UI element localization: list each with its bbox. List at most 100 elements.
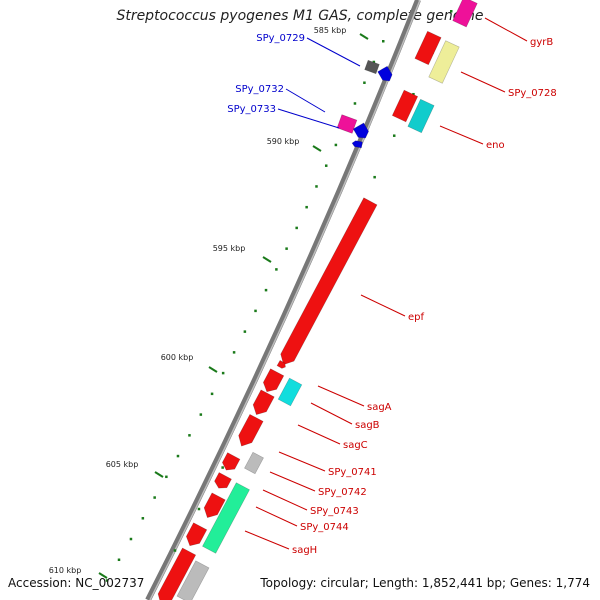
minor-tick — [254, 309, 257, 313]
minor-tick — [197, 507, 201, 511]
gene-eno-cyan — [407, 98, 435, 134]
gene-sagH-arrow — [185, 522, 208, 547]
gene-sagA-small-shape — [276, 359, 286, 369]
gene-label-spy_0743: SPy_0743 — [310, 506, 359, 517]
minor-tick — [141, 517, 145, 520]
gene-label-spy_0744: SPy_0744 — [300, 522, 349, 533]
leader-line-right-7 — [278, 451, 326, 472]
gene-gyrB-box-shape — [414, 30, 442, 66]
leader-line-right-3 — [360, 294, 406, 317]
minor-tick — [363, 81, 366, 84]
minor-tick — [165, 475, 168, 479]
genome-backbone — [145, 0, 421, 600]
minor-tick — [117, 558, 121, 562]
minor-tick — [153, 496, 156, 499]
minor-tick — [232, 351, 236, 354]
gene-spy0741-arrow-shape — [221, 452, 241, 471]
minor-tick — [392, 134, 396, 137]
leader-line-right-11 — [244, 530, 290, 550]
gene-spy0729-block-shape — [364, 59, 380, 75]
gene-spy0741-arrow — [221, 452, 241, 471]
minor-tick — [450, 10, 453, 13]
gene-spy0744-green-shape — [202, 482, 250, 554]
gene-epf-arrow — [280, 197, 378, 366]
gene-spy0744-green — [202, 482, 250, 554]
gene-spy0741-gray — [244, 451, 264, 475]
minor-tick — [221, 371, 225, 375]
minor-tick — [324, 164, 328, 167]
tick-label-0: 585 kbp — [314, 26, 347, 35]
minor-tick — [305, 205, 308, 209]
map-title: Streptococcus pyogenes M1 GAS, complete … — [116, 8, 484, 24]
genome-backbone-highlight — [149, 0, 421, 600]
minor-tick — [129, 537, 133, 541]
gene-spy0729-arrow-shape — [377, 65, 393, 82]
minor-tick — [264, 288, 268, 292]
gene-sagB-cyan-shape — [277, 377, 303, 407]
gene-sagA-arrow-shape — [262, 368, 285, 393]
gene-spy0743-arrow — [203, 492, 226, 518]
gene-eno-red-shape — [391, 89, 419, 123]
gene-label-gyrb: gyrB — [530, 37, 553, 48]
gene-spy0729-arrow — [377, 65, 393, 82]
gene-eno-red — [391, 89, 419, 123]
gene-sagB-arrow-shape — [252, 389, 275, 415]
major-tick — [98, 572, 108, 579]
gene-spy0728-box-shape — [428, 40, 460, 84]
gene-gyrB-box — [414, 30, 442, 66]
gene-spy0733-small — [351, 140, 363, 149]
leader-line-left-0 — [306, 37, 361, 67]
minor-tick — [176, 454, 180, 458]
tick-label-1: 590 kbp — [267, 137, 300, 146]
minor-tick — [221, 466, 224, 469]
gene-spy0729-block — [364, 59, 380, 75]
gene-epf-arrow-shape — [280, 197, 378, 366]
minor-tick — [243, 330, 247, 333]
gene-spy0733-small-shape — [351, 140, 363, 149]
gene-spy0728-box — [428, 40, 460, 84]
leader-line-right-0 — [484, 17, 528, 42]
gene-spy0741-gray-shape — [244, 451, 264, 475]
gene-label-eno: eno — [486, 140, 505, 151]
tick-label-4: 605 kbp — [106, 460, 139, 469]
gene-label-sagh: sagH — [292, 545, 317, 556]
gene-bottom-red-shape — [157, 547, 197, 600]
minor-tick — [285, 247, 288, 250]
leader-line-right-6 — [297, 424, 341, 445]
major-tick — [312, 145, 322, 152]
gene-sagH-arrow-shape — [185, 522, 208, 547]
minor-tick — [373, 175, 376, 179]
gene-label-spy_0728: SPy_0728 — [508, 88, 557, 99]
major-tick — [262, 256, 272, 263]
leader-line-left-2 — [277, 108, 340, 129]
gene-label-spy_0729: SPy_0729 — [256, 33, 305, 44]
gene-sagA-small — [276, 359, 286, 369]
leader-line-right-9 — [262, 489, 308, 511]
tick-label-3: 600 kbp — [161, 353, 194, 362]
gene-spy0743-arrow-shape — [203, 492, 226, 518]
minor-tick — [173, 549, 177, 552]
minor-tick — [105, 579, 109, 582]
gene-label-sagc: sagC — [343, 440, 368, 451]
gene-eno-cyan-shape — [407, 98, 435, 134]
gene-label-saga: sagA — [367, 402, 392, 413]
gene-sagC-arrow — [238, 413, 264, 447]
tick-label-5: 610 kbp — [49, 566, 82, 575]
minor-tick — [210, 392, 214, 396]
major-tick — [359, 33, 369, 40]
gene-gyrB-pink — [452, 0, 478, 28]
minor-tick — [372, 60, 376, 64]
leader-line-right-1 — [460, 71, 506, 93]
leader-line-right-4 — [317, 385, 365, 407]
minor-tick — [382, 40, 385, 43]
gene-sagC-arrow-shape — [238, 413, 264, 447]
genome-summary-text: Topology: circular; Length: 1,852,441 bp… — [260, 576, 590, 590]
minor-tick — [334, 143, 338, 147]
gene-label-spy_0733: SPy_0733 — [227, 104, 276, 115]
gene-bottom-red — [157, 547, 197, 600]
gene-spy0732-block — [336, 114, 358, 134]
gene-label-epf: epf — [408, 312, 425, 323]
accession-text: Accession: NC_002737 — [8, 576, 145, 590]
